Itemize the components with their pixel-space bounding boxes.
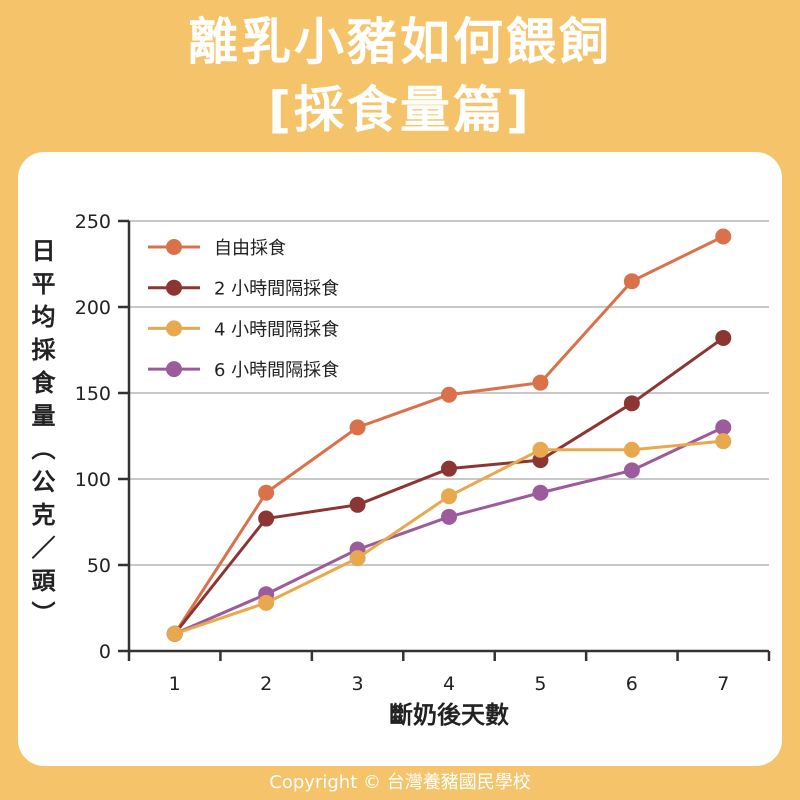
data-point [349, 550, 366, 567]
copyright-footer: Copyright © 台灣養豬國民學校 [269, 772, 531, 793]
data-point [715, 433, 732, 450]
legend-marker [166, 361, 182, 378]
data-point [623, 273, 640, 290]
data-point [166, 625, 183, 642]
x-tick-label: 2 [260, 673, 272, 695]
data-point [441, 460, 457, 477]
y-tick-label: 200 [75, 297, 111, 319]
data-point [623, 441, 640, 458]
legend-label: 2 小時間隔採食 [214, 279, 339, 300]
legend-marker [166, 279, 182, 296]
legend-item: 6 小時間隔採食 [148, 360, 339, 381]
series-3 [166, 433, 732, 642]
legend: 自由採食 2 小時間隔採食 4 小時間隔採食 6 小時間隔採食 [148, 238, 339, 381]
data-point [441, 508, 457, 525]
data-point [532, 374, 549, 391]
data-point [258, 510, 275, 527]
x-tick-label: 4 [443, 673, 455, 695]
y-tick-label: 100 [75, 469, 111, 491]
x-tick-label: 1 [169, 673, 181, 695]
data-point [349, 419, 366, 436]
x-axis-label: 斷奶後天數 [389, 701, 509, 729]
legend-label: 4 小時間隔採食 [214, 319, 339, 340]
data-point [532, 441, 549, 458]
data-point [258, 484, 275, 501]
legend-marker [166, 320, 182, 337]
y-tick-label: 50 [87, 555, 111, 577]
legend-item: 4 小時間隔採食 [148, 319, 339, 340]
data-point [349, 496, 366, 513]
data-point [623, 462, 640, 479]
y-axis-label: 日平均採食量（公克／頭） [27, 238, 55, 634]
data-point [441, 386, 457, 403]
x-tick-label: 6 [626, 673, 638, 695]
x-tick-label: 5 [534, 673, 546, 695]
data-point [715, 228, 732, 245]
data-point [715, 419, 732, 436]
page-title: 離乳小豬如何餵飼 [188, 13, 612, 71]
data-point [441, 488, 457, 505]
series-4 [166, 419, 732, 642]
y-tick-label: 150 [75, 383, 111, 405]
page-subtitle: [採食量篇] [268, 81, 532, 139]
gridlines [118, 220, 769, 566]
legend-label: 自由採食 [214, 238, 286, 259]
legend-item: 自由採食 [148, 238, 286, 259]
axes: 0 50 100 150 200 250 1 2 3 4 5 6 7 [75, 211, 771, 695]
y-tick-label: 0 [99, 641, 111, 663]
series-line [173, 336, 725, 635]
data-point [258, 594, 275, 611]
legend-label: 6 小時間隔採食 [214, 360, 339, 381]
x-tick-label: 7 [717, 673, 729, 695]
data-point [715, 329, 732, 346]
data-point [623, 395, 640, 412]
legend-item: 2 小時間隔採食 [148, 279, 339, 300]
data-point [532, 484, 549, 501]
series-1 [166, 228, 732, 642]
legend-marker [166, 239, 182, 255]
x-tick-label: 3 [352, 673, 364, 695]
y-tick-label: 250 [75, 211, 111, 233]
series-group [166, 228, 732, 642]
